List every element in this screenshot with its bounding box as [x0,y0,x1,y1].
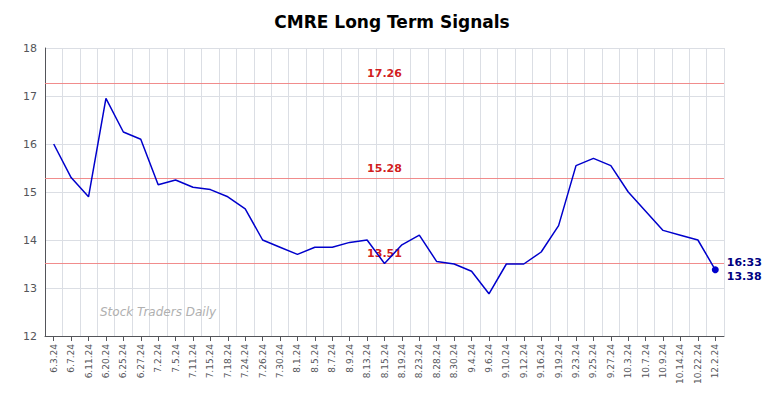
svg-text:18: 18 [23,42,37,55]
svg-text:7.24.24: 7.24.24 [240,344,250,379]
svg-text:10.22.24: 10.22.24 [693,344,703,384]
svg-text:8.13.24: 8.13.24 [362,344,372,379]
svg-text:10.3.24: 10.3.24 [623,344,633,379]
svg-text:9.16.24: 9.16.24 [536,344,546,379]
svg-text:9.12.24: 9.12.24 [519,344,529,379]
svg-text:13.51: 13.51 [367,247,402,260]
svg-text:8.28.24: 8.28.24 [432,344,442,379]
svg-text:8.15.24: 8.15.24 [380,344,390,379]
svg-text:10.14.24: 10.14.24 [675,344,685,384]
svg-text:9.19.24: 9.19.24 [554,344,564,379]
svg-text:15.28: 15.28 [367,162,402,175]
svg-text:13.38: 13.38 [727,270,762,283]
svg-text:17.26: 17.26 [367,67,402,80]
svg-text:8.5.24: 8.5.24 [310,344,320,373]
svg-text:16: 16 [23,138,37,151]
svg-text:7.15.24: 7.15.24 [205,344,215,379]
svg-text:CMRE Long Term Signals: CMRE Long Term Signals [274,12,509,32]
svg-text:7.11.24: 7.11.24 [188,344,198,379]
svg-text:10.9.24: 10.9.24 [658,344,668,379]
svg-text:17: 17 [23,90,37,103]
svg-text:9.6.24: 9.6.24 [484,344,494,373]
svg-text:6.3.24: 6.3.24 [49,344,59,373]
svg-text:9.25.24: 9.25.24 [588,344,598,379]
svg-text:8.23.24: 8.23.24 [414,344,424,379]
svg-text:12: 12 [23,330,37,343]
svg-text:15: 15 [23,186,37,199]
svg-text:6.7.24: 6.7.24 [66,344,76,373]
svg-text:8.30.24: 8.30.24 [449,344,459,379]
svg-text:Stock Traders Daily: Stock Traders Daily [100,305,217,319]
svg-text:7.5.24: 7.5.24 [171,344,181,373]
svg-text:6.20.24: 6.20.24 [101,344,111,379]
svg-text:14: 14 [23,234,37,247]
svg-text:8.1.24: 8.1.24 [292,344,302,373]
svg-text:7.18.24: 7.18.24 [223,344,233,379]
svg-text:8.7.24: 8.7.24 [327,344,337,373]
svg-text:7.26.24: 7.26.24 [258,344,268,379]
svg-text:8.9.24: 8.9.24 [345,344,355,373]
svg-text:7.2.24: 7.2.24 [153,344,163,373]
svg-text:9.27.24: 9.27.24 [606,344,616,379]
svg-text:13: 13 [23,282,37,295]
svg-text:8.19.24: 8.19.24 [397,344,407,379]
svg-text:6.11.24: 6.11.24 [84,344,94,379]
svg-text:7.30.24: 7.30.24 [275,344,285,379]
svg-text:9.10.24: 9.10.24 [501,344,511,379]
svg-text:12.2.24: 12.2.24 [710,344,720,379]
svg-text:6.25.24: 6.25.24 [118,344,128,379]
svg-text:9.23.24: 9.23.24 [571,344,581,379]
svg-text:6.27.24: 6.27.24 [136,344,146,379]
svg-text:16:33: 16:33 [727,256,762,269]
svg-text:9.4.24: 9.4.24 [467,344,477,373]
svg-text:10.7.24: 10.7.24 [641,344,651,379]
